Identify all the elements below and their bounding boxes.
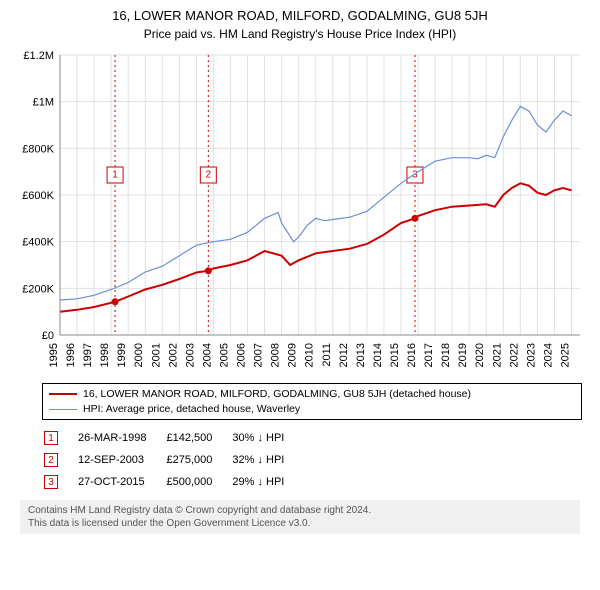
line-chart-svg: £0 £200K £400K £600K £800K £1M £1.2M 1995 1996 19… — [10, 47, 590, 377]
event-date: 26-MAR-1998 — [78, 428, 164, 448]
event-marker: 1 — [44, 431, 58, 445]
svg-text:£1.2M: £1.2M — [23, 50, 54, 62]
svg-text:1999: 1999 — [116, 343, 128, 367]
event-row: 3 27-OCT-2015£500,00029% ↓ HPI — [44, 472, 302, 492]
chart-area: £0 £200K £400K £600K £800K £1M £1.2M 1995 1996 19… — [10, 47, 590, 377]
svg-text:2002: 2002 — [167, 343, 179, 367]
svg-text:1995: 1995 — [48, 343, 60, 367]
svg-text:2013: 2013 — [355, 343, 367, 367]
svg-text:£400K: £400K — [22, 237, 54, 249]
svg-text:£0: £0 — [42, 330, 54, 342]
svg-text:2000: 2000 — [133, 343, 145, 367]
svg-text:2006: 2006 — [236, 343, 248, 367]
legend-label-hpi: HPI: Average price, detached house, Wave… — [83, 402, 300, 417]
svg-text:2009: 2009 — [287, 343, 299, 367]
footer-attribution: Contains HM Land Registry data © Crown c… — [20, 500, 580, 534]
svg-text:2018: 2018 — [440, 343, 452, 367]
svg-text:2022: 2022 — [508, 343, 520, 367]
title-block: 16, LOWER MANOR ROAD, MILFORD, GODALMING… — [10, 8, 590, 41]
svg-text:1996: 1996 — [65, 343, 77, 367]
svg-text:1997: 1997 — [82, 343, 94, 367]
svg-text:2005: 2005 — [218, 343, 230, 367]
svg-text:£200K: £200K — [22, 283, 54, 295]
svg-text:2007: 2007 — [253, 343, 265, 367]
events-table: 1 26-MAR-1998£142,50030% ↓ HPI 2 12-SEP-200… — [42, 426, 304, 494]
svg-text:2016: 2016 — [406, 343, 418, 367]
svg-text:1998: 1998 — [99, 343, 111, 367]
event-row: 2 12-SEP-2003£275,00032% ↓ HPI — [44, 450, 302, 470]
svg-text:2025: 2025 — [559, 343, 571, 367]
event-date: 12-SEP-2003 — [78, 450, 164, 470]
legend-row-hpi: HPI: Average price, detached house, Wave… — [49, 402, 575, 417]
event-row: 1 26-MAR-1998£142,50030% ↓ HPI — [44, 428, 302, 448]
legend-row-property: 16, LOWER MANOR ROAD, MILFORD, GODALMING… — [49, 387, 575, 402]
svg-text:2003: 2003 — [184, 343, 196, 367]
legend: 16, LOWER MANOR ROAD, MILFORD, GODALMING… — [42, 383, 582, 420]
svg-text:£1M: £1M — [33, 97, 54, 109]
event-date: 27-OCT-2015 — [78, 472, 164, 492]
event-delta: 29% ↓ HPI — [232, 472, 302, 492]
svg-text:2012: 2012 — [338, 343, 350, 367]
event-price: £142,500 — [166, 428, 230, 448]
svg-text:2017: 2017 — [423, 343, 435, 367]
event-marker: 3 — [44, 475, 58, 489]
chart-container: 16, LOWER MANOR ROAD, MILFORD, GODALMING… — [0, 0, 600, 546]
event-marker: 2 — [44, 453, 58, 467]
svg-text:2004: 2004 — [201, 343, 213, 367]
legend-label-property: 16, LOWER MANOR ROAD, MILFORD, GODALMING… — [83, 387, 471, 402]
svg-text:2021: 2021 — [491, 343, 503, 367]
svg-text:2008: 2008 — [270, 343, 282, 367]
svg-text:2015: 2015 — [389, 343, 401, 367]
legend-swatch-blue — [49, 409, 77, 410]
chart-subtitle: Price paid vs. HM Land Registry's House … — [10, 27, 590, 41]
event-delta: 32% ↓ HPI — [232, 450, 302, 470]
svg-text:2010: 2010 — [304, 343, 316, 367]
footer-line-2: This data is licensed under the Open Gov… — [28, 517, 572, 530]
svg-text:£800K: £800K — [22, 143, 54, 155]
svg-text:2019: 2019 — [457, 343, 469, 367]
event-price: £275,000 — [166, 450, 230, 470]
svg-text:2020: 2020 — [474, 343, 486, 367]
legend-swatch-red — [49, 393, 77, 395]
svg-text:2: 2 — [206, 170, 212, 181]
svg-text:2001: 2001 — [150, 343, 162, 367]
svg-text:£600K: £600K — [22, 190, 54, 202]
chart-title: 16, LOWER MANOR ROAD, MILFORD, GODALMING… — [10, 8, 590, 23]
svg-text:2023: 2023 — [525, 343, 537, 367]
footer-line-1: Contains HM Land Registry data © Crown c… — [28, 504, 572, 517]
event-delta: 30% ↓ HPI — [232, 428, 302, 448]
svg-text:2011: 2011 — [321, 343, 333, 367]
svg-text:2014: 2014 — [372, 343, 384, 367]
svg-text:1: 1 — [112, 170, 118, 181]
event-price: £500,000 — [166, 472, 230, 492]
svg-text:2024: 2024 — [542, 343, 554, 367]
